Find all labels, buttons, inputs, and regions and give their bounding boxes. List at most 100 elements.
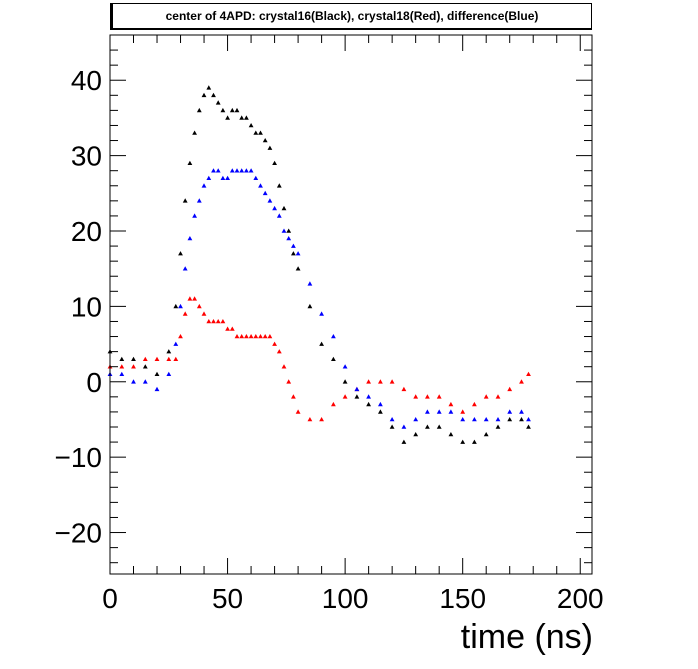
point-series1 bbox=[401, 439, 407, 444]
point-series1 bbox=[281, 205, 287, 211]
point-series1 bbox=[472, 439, 477, 444]
point-series1 bbox=[331, 356, 336, 361]
point-series3 bbox=[220, 175, 226, 180]
point-series3 bbox=[253, 175, 259, 180]
point-series2 bbox=[258, 334, 263, 339]
point-series2 bbox=[262, 334, 268, 339]
point-series2 bbox=[401, 386, 407, 392]
point-series1 bbox=[253, 130, 259, 135]
point-series2 bbox=[507, 386, 513, 392]
axes: 0 50 100 150 200 −20 −10 0 10 20 30 40 bbox=[55, 34, 604, 614]
point-series3 bbox=[519, 409, 524, 414]
point-series3 bbox=[142, 379, 148, 384]
point-series3 bbox=[331, 334, 336, 339]
point-series3 bbox=[182, 266, 188, 271]
x-tick-label: 150 bbox=[439, 583, 486, 614]
point-series2 bbox=[331, 401, 336, 407]
point-series1 bbox=[262, 138, 268, 143]
point-series1 bbox=[436, 424, 442, 429]
point-series3 bbox=[119, 371, 125, 376]
point-series3 bbox=[413, 417, 419, 422]
point-series3 bbox=[248, 168, 254, 173]
point-series2 bbox=[201, 311, 207, 316]
point-series3 bbox=[258, 183, 263, 188]
point-series1 bbox=[166, 349, 172, 354]
point-series2 bbox=[225, 326, 230, 331]
point-series1 bbox=[234, 107, 240, 113]
point-series3 bbox=[196, 198, 202, 203]
point-series3 bbox=[354, 386, 360, 392]
point-series3 bbox=[507, 409, 513, 414]
point-series2 bbox=[142, 356, 148, 361]
point-series2 bbox=[286, 379, 292, 384]
point-series1 bbox=[258, 130, 263, 135]
y-tick-label: 0 bbox=[86, 367, 102, 398]
y-tick-label: 40 bbox=[71, 65, 102, 96]
point-series2 bbox=[229, 326, 235, 331]
point-series1 bbox=[173, 303, 179, 309]
chart-title: center of 4APD: crystal16(Black), crysta… bbox=[165, 9, 539, 23]
point-series2 bbox=[519, 379, 524, 384]
point-series2 bbox=[307, 417, 313, 422]
point-series3 bbox=[131, 379, 136, 384]
point-series2 bbox=[166, 356, 172, 361]
point-series2 bbox=[215, 319, 221, 324]
point-series3 bbox=[211, 168, 216, 173]
y-tick-label: 10 bbox=[71, 291, 102, 322]
point-series3 bbox=[319, 311, 324, 316]
plot-frame bbox=[109, 34, 593, 575]
chart-title-box: center of 4APD: crystal16(Black), crysta… bbox=[110, 3, 592, 30]
point-series3 bbox=[166, 371, 172, 376]
point-series1 bbox=[192, 130, 197, 135]
point-series3 bbox=[201, 183, 207, 188]
point-series3 bbox=[206, 175, 212, 180]
point-series2 bbox=[119, 364, 125, 369]
y-tick-label: 20 bbox=[71, 216, 102, 247]
y-tick-label: −20 bbox=[55, 518, 103, 549]
point-series1 bbox=[182, 198, 188, 203]
point-series3 bbox=[460, 417, 466, 422]
point-series3 bbox=[483, 417, 489, 422]
point-series2 bbox=[206, 319, 212, 324]
point-series2 bbox=[425, 394, 430, 399]
point-series1 bbox=[495, 424, 501, 429]
point-series3 bbox=[187, 236, 193, 241]
point-series1 bbox=[291, 251, 296, 256]
point-series2 bbox=[192, 296, 197, 301]
point-series3 bbox=[281, 228, 287, 233]
point-series1 bbox=[519, 417, 524, 422]
point-series1 bbox=[211, 92, 216, 98]
point-series3 bbox=[436, 409, 442, 414]
point-series3 bbox=[154, 386, 160, 392]
point-series1 bbox=[229, 107, 235, 113]
point-series3 bbox=[173, 341, 179, 346]
point-series1 bbox=[389, 424, 395, 429]
point-series3 bbox=[276, 213, 282, 218]
point-series1 bbox=[448, 432, 454, 437]
point-series1 bbox=[342, 379, 348, 384]
point-series2 bbox=[378, 379, 383, 384]
point-series1 bbox=[276, 183, 282, 188]
point-series2 bbox=[281, 364, 287, 369]
point-series2 bbox=[295, 409, 301, 414]
point-series1 bbox=[507, 417, 513, 422]
point-series2 bbox=[389, 379, 395, 384]
point-series2 bbox=[526, 371, 531, 376]
point-series1 bbox=[201, 92, 207, 98]
point-series2 bbox=[178, 334, 183, 339]
point-series2 bbox=[187, 296, 193, 301]
point-series3 bbox=[295, 251, 301, 256]
point-series2 bbox=[211, 319, 216, 324]
point-series2 bbox=[495, 394, 501, 399]
point-series1 bbox=[307, 303, 313, 309]
y-tick-label: 30 bbox=[71, 141, 102, 172]
point-series2 bbox=[239, 334, 245, 339]
point-series3 bbox=[215, 168, 221, 173]
point-series1 bbox=[366, 401, 371, 407]
point-series1 bbox=[119, 356, 125, 361]
point-series1 bbox=[225, 115, 230, 120]
point-series2 bbox=[436, 394, 442, 399]
point-series2 bbox=[448, 401, 454, 407]
point-series1 bbox=[239, 115, 245, 120]
